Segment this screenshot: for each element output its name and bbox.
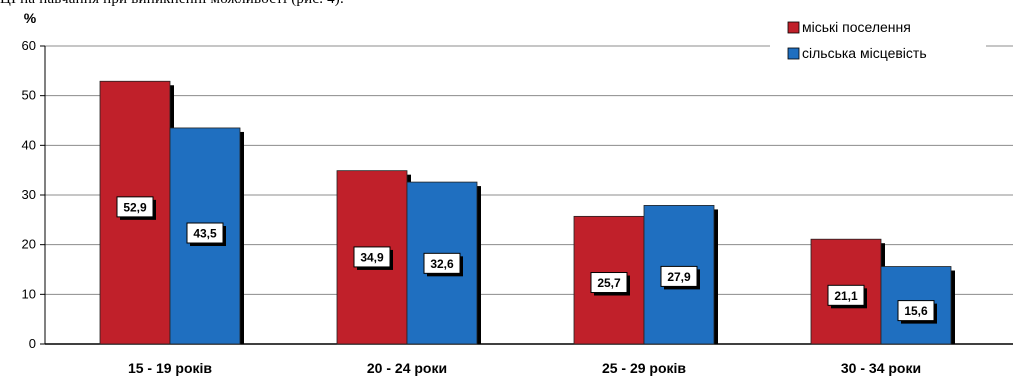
bars: 52,9 43,5 34,9 32,6 25,7 27,9 21,1 15,6 xyxy=(99,80,955,345)
data-label-box xyxy=(660,265,698,287)
y-tick-label: 50 xyxy=(22,88,36,103)
data-label: 43,5 xyxy=(193,227,217,241)
legend-label: сільська місцевість xyxy=(802,45,927,61)
data-label-box xyxy=(897,300,935,322)
data-label: 52,9 xyxy=(123,200,147,214)
x-category-label: 25 - 29 років xyxy=(602,360,686,376)
data-label-box xyxy=(116,196,154,218)
data-label-box xyxy=(423,252,461,274)
legend-swatch xyxy=(787,21,800,34)
data-label: 27,9 xyxy=(667,270,691,284)
header-text-fragment: ЦІ на навчання при виникненні можливості… xyxy=(0,0,344,8)
y-tick-label: 30 xyxy=(22,187,36,202)
legend-label: міські поселення xyxy=(802,19,911,35)
data-label-box xyxy=(353,246,391,268)
data-label-box xyxy=(590,272,628,294)
data-label: 25,7 xyxy=(597,276,621,290)
data-label-box xyxy=(827,284,865,306)
y-tick-label: 40 xyxy=(22,137,36,152)
legend-box xyxy=(770,14,986,74)
data-label-box xyxy=(186,222,224,244)
x-category-label: 20 - 24 роки xyxy=(367,360,447,376)
y-unit-label: % xyxy=(24,10,37,26)
y-tick-label: 10 xyxy=(22,286,36,301)
y-tick-label: 20 xyxy=(22,237,36,252)
legend: міські поселення сільська місцевість xyxy=(770,14,986,74)
data-label: 32,6 xyxy=(430,257,454,271)
legend-swatch xyxy=(787,47,800,60)
x-category-label: 30 - 34 роки xyxy=(841,360,921,376)
y-tick-label: 0 xyxy=(29,336,36,351)
y-tick-label: 60 xyxy=(22,38,36,53)
x-category-label: 15 - 19 років xyxy=(128,360,212,376)
data-label: 15,6 xyxy=(904,304,928,318)
data-label: 34,9 xyxy=(360,250,384,264)
data-label: 21,1 xyxy=(834,289,858,303)
